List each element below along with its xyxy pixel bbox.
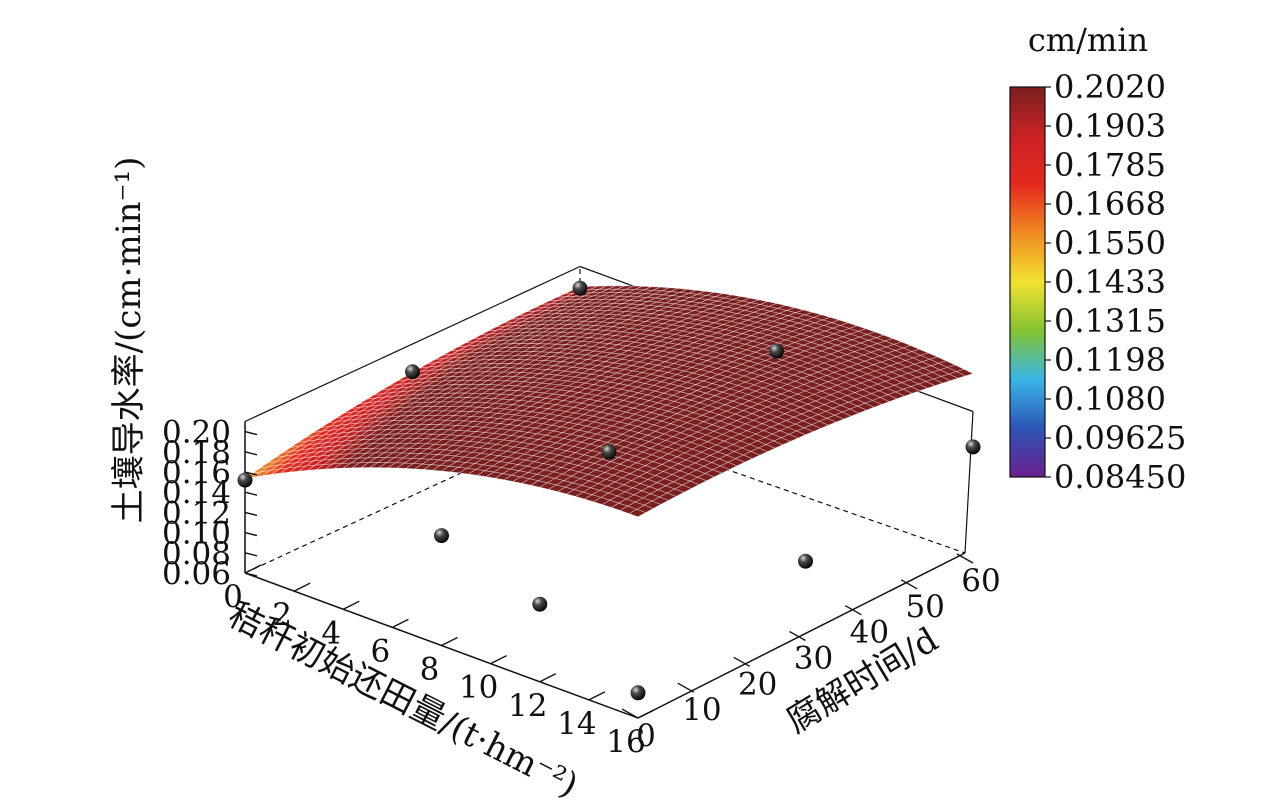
y-tick-label: 30 [794, 641, 833, 677]
data-point [965, 439, 981, 455]
z-tick [244, 511, 258, 517]
y-tick [621, 708, 639, 719]
data-point [434, 528, 449, 544]
y-tick [789, 630, 806, 642]
colorbar-tick-label: 0.1785 [1054, 146, 1166, 184]
axis-ticks [244, 430, 974, 719]
z-tick [244, 471, 258, 476]
colorbar-unit: cm/min [1028, 21, 1148, 59]
z-tick [244, 552, 258, 557]
x-tick [588, 691, 606, 701]
z-axis-title: 土壤导水率/(cm·min⁻¹) [109, 157, 149, 524]
y-tick [845, 605, 862, 616]
y-tick-label: 20 [738, 666, 777, 702]
x-tick [490, 655, 507, 665]
x-tick-label: 6 [371, 633, 391, 669]
z-tick [244, 491, 258, 496]
data-point [532, 596, 548, 612]
z-tick-label: 0.08 [162, 536, 231, 572]
z-tick [244, 572, 258, 577]
y-tick-label: 10 [682, 692, 721, 728]
x-tick [392, 618, 409, 628]
z-tick [244, 531, 258, 537]
z-tick-label: 0.18 [162, 435, 231, 471]
x-tick-label: 14 [557, 706, 596, 742]
data-point [237, 472, 253, 488]
y-axis-line [637, 552, 966, 719]
y-tick-label: 60 [961, 563, 1000, 599]
colorbar-tick-label: 0.1668 [1054, 185, 1166, 223]
z-tick-label: 0.10 [162, 516, 231, 552]
z-tick-label: 0.20 [162, 415, 231, 451]
colorbar-tick-label: 0.09625 [1054, 419, 1186, 457]
colorbar-tick-label: 0.1315 [1054, 302, 1166, 340]
z-tick [244, 451, 258, 456]
x-tick-label: 10 [459, 670, 498, 706]
colorbar: cm/min 0.20200.19030.17850.16680.15500.1… [1009, 21, 1186, 496]
x-tick-label: 0 [223, 579, 243, 615]
y-tick [677, 682, 695, 693]
y-tick [900, 579, 918, 590]
x-tick [342, 600, 360, 610]
z-tick-label: 0.12 [162, 495, 231, 531]
x-tick-label: 4 [321, 615, 341, 651]
colorbar-tick-label: 0.1433 [1054, 263, 1166, 301]
y-tick-label: 40 [850, 615, 889, 651]
surface-facet [628, 509, 647, 518]
z-tick-label: 0.16 [162, 455, 231, 491]
z-tick-label: 0.14 [162, 475, 231, 511]
colorbar-tick-label: 0.1903 [1054, 107, 1166, 145]
y-tick-label: 50 [905, 589, 944, 625]
x-tick [441, 636, 458, 647]
x-tick-label: 16 [606, 724, 645, 760]
data-point [798, 553, 813, 569]
colorbar-tick-label: 0.1080 [1054, 380, 1166, 418]
x-tick-label: 8 [420, 652, 440, 688]
z-tick [244, 430, 258, 436]
colorbar-tick-label: 0.2020 [1054, 68, 1166, 106]
y-tick [956, 553, 974, 564]
data-point [769, 343, 784, 359]
data-point [630, 685, 646, 701]
x-tick-label: 12 [508, 688, 547, 724]
data-points [237, 280, 981, 701]
axis-tick-labels: 0.060.080.100.120.140.160.180.2002468101… [162, 415, 1001, 760]
right-vertical-edge [964, 411, 974, 554]
y-tick-label: 0 [636, 718, 656, 754]
colorbar-tick-label: 0.08450 [1054, 458, 1186, 496]
z-tick-label: 0.06 [162, 556, 231, 592]
y-tick [733, 656, 750, 667]
data-point [572, 280, 588, 296]
colorbar-gradient [1009, 86, 1046, 478]
data-point [405, 364, 420, 380]
x-tick [539, 673, 557, 683]
colorbar-tick-label: 0.1550 [1054, 224, 1166, 262]
back-top-edge [244, 265, 581, 423]
x-tick [637, 709, 655, 719]
response-surface [244, 285, 974, 518]
x-tick [244, 564, 262, 574]
data-point [601, 444, 617, 460]
colorbar-ticks: 0.20200.19030.17850.16680.15500.14330.13… [1045, 68, 1186, 496]
x-tick-label: 2 [272, 597, 292, 633]
colorbar-tick-label: 0.1198 [1054, 341, 1166, 379]
x-tick [293, 582, 311, 592]
